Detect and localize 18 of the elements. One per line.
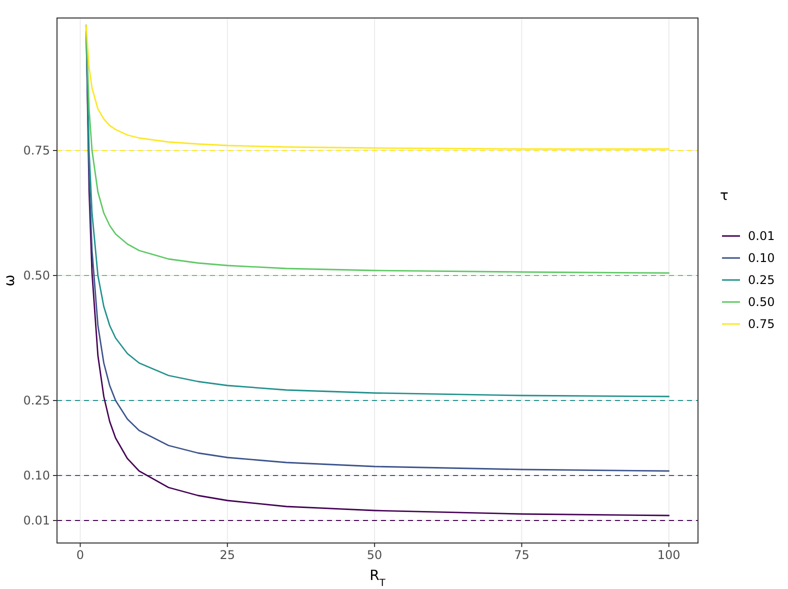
legend-label: 0.10 bbox=[748, 251, 775, 266]
y-tick-label: 0.75 bbox=[23, 144, 50, 158]
y-axis-title: ω bbox=[2, 274, 18, 286]
x-tick-label: 50 bbox=[366, 548, 382, 562]
x-tick-label: 75 bbox=[514, 548, 530, 562]
x-tick-label: 0 bbox=[76, 548, 84, 562]
y-tick-label: 0.50 bbox=[23, 268, 50, 283]
x-tick-label: 100 bbox=[657, 548, 680, 562]
x-tick-label: 25 bbox=[220, 548, 236, 562]
legend-label: 0.25 bbox=[748, 273, 775, 288]
legend-label: 0.01 bbox=[748, 229, 775, 244]
x-axis-title: R$_{T}$ bbox=[370, 568, 386, 588]
legend-label: 0.50 bbox=[748, 295, 775, 310]
legend-title: τ bbox=[720, 188, 728, 204]
y-tick-label: 0.01 bbox=[23, 514, 50, 528]
y-tick-label: 0.25 bbox=[23, 394, 50, 408]
y-tick-label: 0.10 bbox=[23, 468, 50, 483]
legend-label: 0.75 bbox=[748, 317, 775, 332]
